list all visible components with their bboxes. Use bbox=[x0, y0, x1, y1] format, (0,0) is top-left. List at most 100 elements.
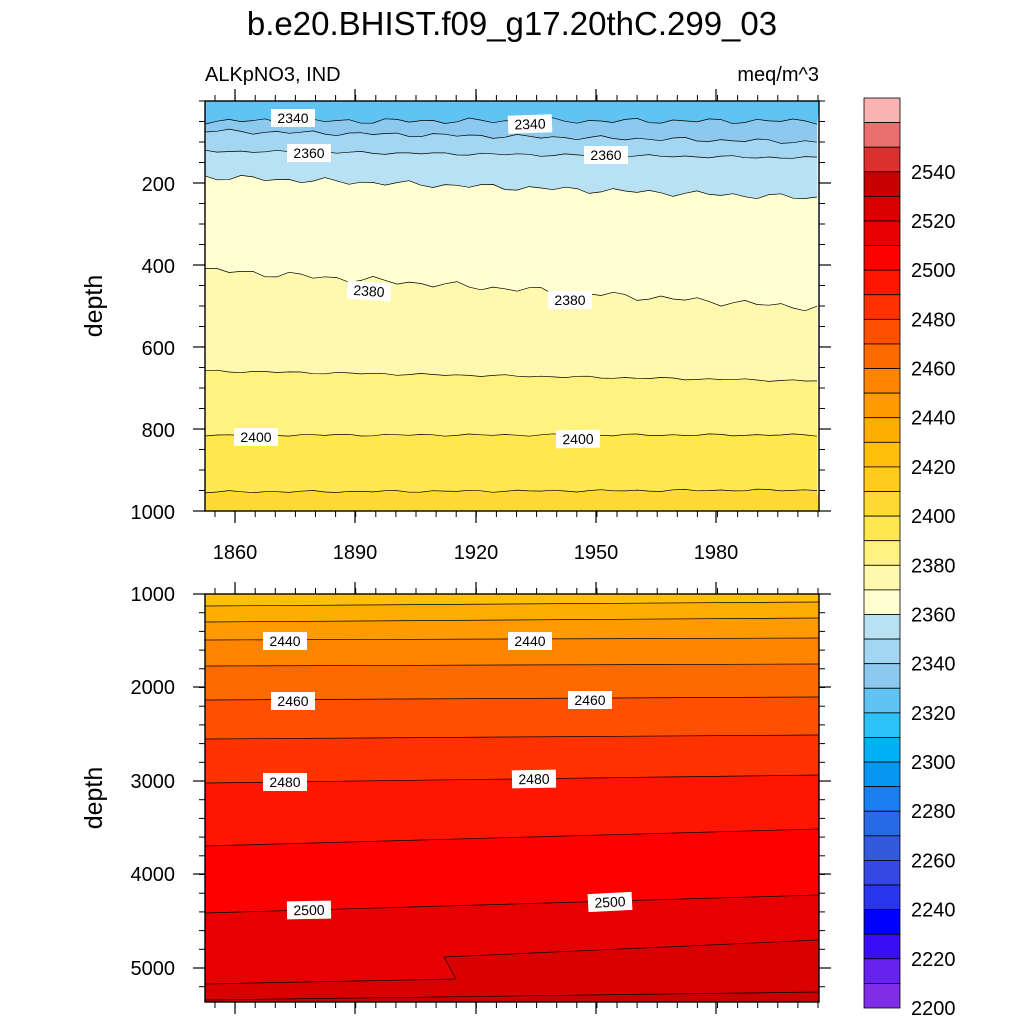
contour-label: 2380 bbox=[554, 292, 585, 308]
upper-contour-label-group: 2340 2340 2360 2360 2380 2380 2400 2400 bbox=[234, 109, 628, 449]
colorbar-swatch bbox=[863, 540, 901, 566]
y-tick-label: 600 bbox=[142, 338, 175, 360]
colorbar-swatch bbox=[863, 687, 901, 714]
y-tick-label: 1000 bbox=[131, 502, 176, 524]
colorbar-swatch bbox=[863, 909, 901, 935]
x-tick-label: 1980 bbox=[694, 542, 739, 564]
colorbar-swatch bbox=[863, 220, 901, 246]
colorbar-swatch bbox=[863, 441, 901, 468]
colorbar-label: 2220 bbox=[911, 949, 956, 971]
variable-region-label: ALKpNO3, IND bbox=[205, 64, 341, 86]
colorbar-swatch bbox=[863, 171, 901, 197]
colorbar-label: 2260 bbox=[911, 850, 956, 872]
contour-label: 2500 bbox=[594, 893, 626, 911]
colorbar-swatch bbox=[863, 368, 901, 394]
colorbar-swatch bbox=[863, 294, 901, 320]
contour-label: 2440 bbox=[269, 633, 300, 649]
y-tick-label: 800 bbox=[142, 420, 175, 442]
y-tick-label: 5000 bbox=[131, 958, 176, 980]
y-tick-label: 1000 bbox=[131, 584, 176, 606]
colorbar-swatch bbox=[863, 663, 901, 689]
colorbar-swatch bbox=[863, 122, 901, 148]
colorbar-swatch bbox=[863, 466, 901, 492]
y-tick-label: 3000 bbox=[131, 771, 176, 793]
units-label: meq/m^3 bbox=[737, 64, 819, 86]
colorbar-swatch bbox=[863, 343, 901, 369]
colorbar-swatch bbox=[863, 195, 901, 222]
colorbar-label: 2520 bbox=[911, 211, 956, 233]
contour-band bbox=[204, 369, 818, 437]
contour-line bbox=[204, 488, 818, 494]
colorbar-label: 2540 bbox=[911, 162, 956, 184]
contour-label: 2440 bbox=[514, 633, 545, 649]
contour-line bbox=[204, 175, 818, 200]
colorbar-swatch bbox=[863, 318, 901, 345]
colorbar-swatch bbox=[863, 589, 901, 615]
contour-label: 2360 bbox=[590, 147, 621, 163]
colorbar-labels: 2540 2520 2500 2480 2460 2440 2420 2400 2380 2360… bbox=[911, 162, 956, 1020]
colorbar-swatch bbox=[863, 638, 901, 665]
contour-line bbox=[204, 663, 820, 667]
colorbar-swatch bbox=[863, 269, 901, 296]
contour-line bbox=[204, 617, 820, 623]
contour-label: 2340 bbox=[277, 110, 308, 126]
colorbar-label: 2460 bbox=[911, 359, 956, 381]
lower-y-axis-label: depth bbox=[80, 767, 108, 830]
contour-line bbox=[204, 433, 818, 437]
x-tick-label: 1950 bbox=[574, 542, 619, 564]
colorbar-label: 2320 bbox=[911, 703, 956, 725]
y-tick-label: 2000 bbox=[131, 677, 176, 699]
y-tick-label: 4000 bbox=[131, 864, 176, 886]
colorbar-label: 2280 bbox=[911, 801, 956, 823]
colorbar-swatch bbox=[863, 958, 901, 984]
colorbar-label: 2340 bbox=[911, 654, 956, 676]
colorbar-label: 2420 bbox=[911, 457, 956, 479]
colorbar-swatch bbox=[863, 491, 901, 517]
contour-label: 2480 bbox=[518, 771, 550, 788]
colorbar-swatch bbox=[863, 933, 901, 960]
lower-contour-lines bbox=[204, 601, 820, 1001]
colorbar-swatch bbox=[863, 737, 901, 763]
colorbar-swatch bbox=[863, 97, 901, 123]
colorbar-label: 2300 bbox=[911, 752, 956, 774]
lower-fills bbox=[204, 593, 820, 1003]
colorbar-swatch bbox=[863, 810, 901, 837]
contour-line bbox=[205, 268, 818, 312]
y-tick-label: 200 bbox=[142, 174, 175, 196]
lower-contour-label-group: 2440 2440 2460 2460 2480 2480 2500 2500 bbox=[263, 632, 633, 920]
contour-label: 2340 bbox=[514, 115, 546, 132]
y-tick-label: 400 bbox=[142, 256, 175, 278]
contour-line bbox=[204, 734, 820, 740]
colorbar-swatch bbox=[863, 146, 901, 173]
upper-y-axis-label: depth bbox=[80, 275, 108, 338]
colorbar-label: 2240 bbox=[911, 900, 956, 922]
figure-title: b.e20.BHIST.f09_g17.20thC.299_03 bbox=[247, 5, 777, 42]
upper-fills bbox=[204, 100, 820, 512]
colorbar-swatch bbox=[863, 835, 901, 861]
lower-plot-frame bbox=[204, 593, 820, 1003]
contour-band bbox=[204, 433, 818, 494]
contour-label: 2500 bbox=[293, 902, 325, 919]
colorbar-swatch bbox=[863, 786, 901, 812]
colorbar-swatch bbox=[863, 417, 901, 443]
colorbar: 2540 2520 2500 2480 2460 2440 2420 2400 2380 2360… bbox=[863, 97, 956, 1020]
contour-label: 2460 bbox=[277, 693, 308, 709]
colorbar-swatch bbox=[863, 983, 901, 1009]
colorbar-swatch bbox=[863, 392, 901, 419]
colorbar-swatch bbox=[863, 614, 901, 640]
colorbar-label: 2380 bbox=[911, 555, 956, 577]
contour-label: 2480 bbox=[269, 774, 300, 790]
colorbar-swatch bbox=[863, 860, 901, 886]
colorbar-label: 2360 bbox=[911, 605, 956, 627]
contour-label: 2400 bbox=[562, 431, 594, 448]
colorbar-swatch bbox=[863, 884, 901, 911]
colorbar-swatch bbox=[863, 564, 901, 591]
contour-line bbox=[204, 991, 820, 1001]
colorbar-label: 2500 bbox=[911, 260, 956, 282]
x-tick-label: 1860 bbox=[213, 542, 258, 564]
colorbar-swatch bbox=[863, 761, 901, 788]
colorbar-label: 2480 bbox=[911, 309, 956, 331]
contour-label: 2400 bbox=[240, 429, 271, 445]
colorbar-swatch bbox=[863, 712, 901, 738]
